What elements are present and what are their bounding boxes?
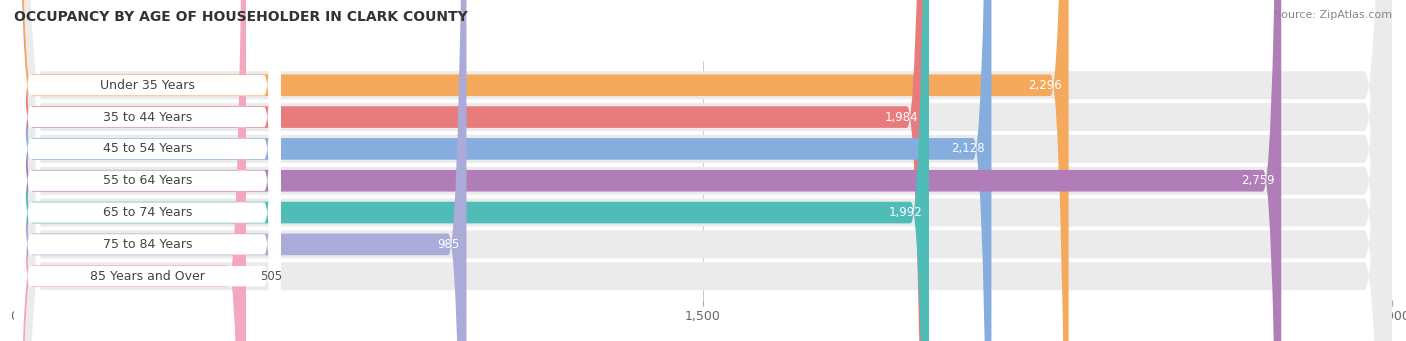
FancyBboxPatch shape xyxy=(14,0,1392,341)
FancyBboxPatch shape xyxy=(14,0,280,341)
Text: Under 35 Years: Under 35 Years xyxy=(100,79,194,92)
Text: 2,296: 2,296 xyxy=(1028,79,1062,92)
Text: 75 to 84 Years: 75 to 84 Years xyxy=(103,238,193,251)
Text: OCCUPANCY BY AGE OF HOUSEHOLDER IN CLARK COUNTY: OCCUPANCY BY AGE OF HOUSEHOLDER IN CLARK… xyxy=(14,10,468,24)
Text: 505: 505 xyxy=(260,270,283,283)
Text: 2,759: 2,759 xyxy=(1240,174,1274,187)
Text: 2,128: 2,128 xyxy=(950,143,984,155)
Text: Source: ZipAtlas.com: Source: ZipAtlas.com xyxy=(1274,10,1392,20)
Text: 45 to 54 Years: 45 to 54 Years xyxy=(103,143,193,155)
Text: 985: 985 xyxy=(437,238,460,251)
Text: 85 Years and Over: 85 Years and Over xyxy=(90,270,205,283)
FancyBboxPatch shape xyxy=(14,0,1392,341)
Text: 65 to 74 Years: 65 to 74 Years xyxy=(103,206,193,219)
Text: 55 to 64 Years: 55 to 64 Years xyxy=(103,174,193,187)
FancyBboxPatch shape xyxy=(14,0,1281,341)
FancyBboxPatch shape xyxy=(14,0,929,341)
FancyBboxPatch shape xyxy=(14,0,925,341)
FancyBboxPatch shape xyxy=(14,0,1392,341)
FancyBboxPatch shape xyxy=(14,0,246,341)
FancyBboxPatch shape xyxy=(14,0,280,341)
FancyBboxPatch shape xyxy=(14,0,1392,341)
Text: 35 to 44 Years: 35 to 44 Years xyxy=(103,110,191,123)
FancyBboxPatch shape xyxy=(14,0,1392,341)
FancyBboxPatch shape xyxy=(14,0,280,341)
FancyBboxPatch shape xyxy=(14,0,1392,341)
FancyBboxPatch shape xyxy=(14,0,1392,341)
FancyBboxPatch shape xyxy=(14,0,280,341)
Text: 1,984: 1,984 xyxy=(884,110,918,123)
FancyBboxPatch shape xyxy=(14,0,280,341)
FancyBboxPatch shape xyxy=(14,0,467,341)
Text: 1,992: 1,992 xyxy=(889,206,922,219)
FancyBboxPatch shape xyxy=(14,0,991,341)
FancyBboxPatch shape xyxy=(14,0,280,341)
FancyBboxPatch shape xyxy=(14,0,280,341)
FancyBboxPatch shape xyxy=(14,0,1069,341)
